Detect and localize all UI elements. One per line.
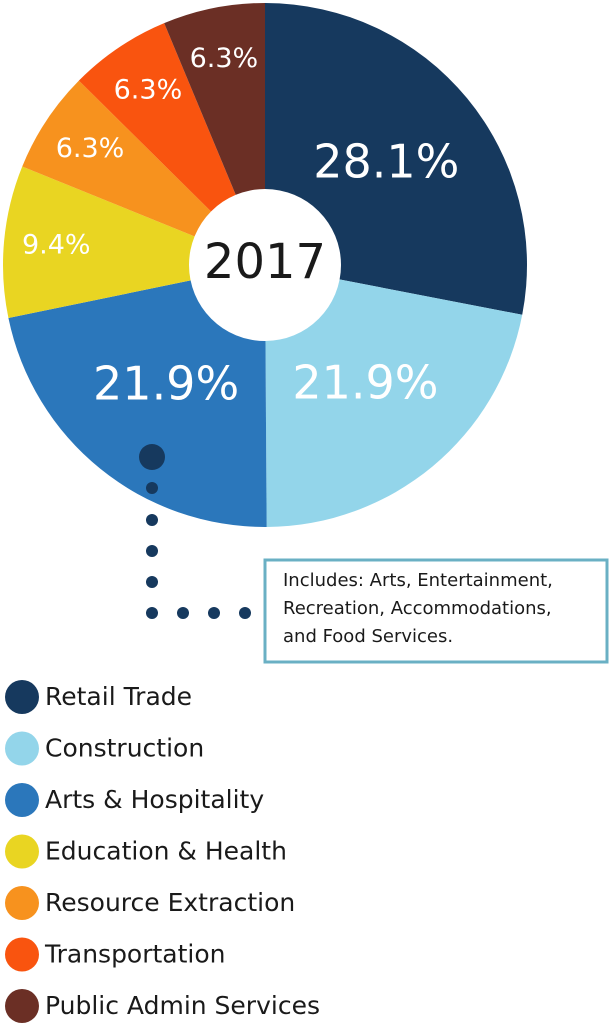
slice-label: 6.3% (56, 133, 125, 164)
pie-slice (265, 265, 523, 527)
legend-swatch (5, 989, 39, 1023)
legend-swatch (5, 937, 39, 972)
pie-slice (8, 265, 267, 528)
pie-slice (22, 80, 265, 265)
pie-slice (78, 23, 265, 266)
annotation-connector (139, 444, 251, 619)
legend-label: Education & Health (45, 837, 287, 866)
legend-label: Transportation (44, 940, 226, 969)
slice-label: 9.4% (22, 229, 91, 260)
legend-swatch (5, 834, 39, 869)
slice-label: 6.3% (114, 75, 183, 106)
legend: Retail Trade Construction Arts & Hospitali… (5, 680, 320, 1023)
legend-label: Retail Trade (45, 682, 192, 711)
annotation-box (263, 558, 609, 664)
annotation-text: Recreation, Accommodations, (283, 598, 552, 619)
annotation-text: Includes: Arts, Entertainment, (283, 570, 553, 591)
legend-label: Resource Extraction (45, 888, 295, 917)
center-label: 2017 (204, 234, 326, 290)
slice-label: 21.9% (93, 357, 239, 411)
center-hole (189, 189, 341, 341)
legend-label: Arts & Hospitality (45, 785, 264, 814)
slice-label: 6.3% (190, 43, 259, 74)
slice-label: 21.9% (292, 355, 438, 409)
legend-swatch (5, 886, 39, 920)
legend-label: Public Admin Services (45, 991, 320, 1020)
legend-swatch (5, 680, 39, 714)
legend-swatch (5, 783, 39, 817)
annotation-text: and Food Services. (283, 626, 453, 647)
legend-label: Construction (45, 734, 204, 763)
pie: 28.1%21.9%21.9%9.4%6.3%6.3%6.3% (2, 3, 527, 528)
pie-slice (2, 166, 265, 319)
legend-swatch (5, 731, 39, 766)
slice-label: 28.1% (313, 134, 459, 188)
